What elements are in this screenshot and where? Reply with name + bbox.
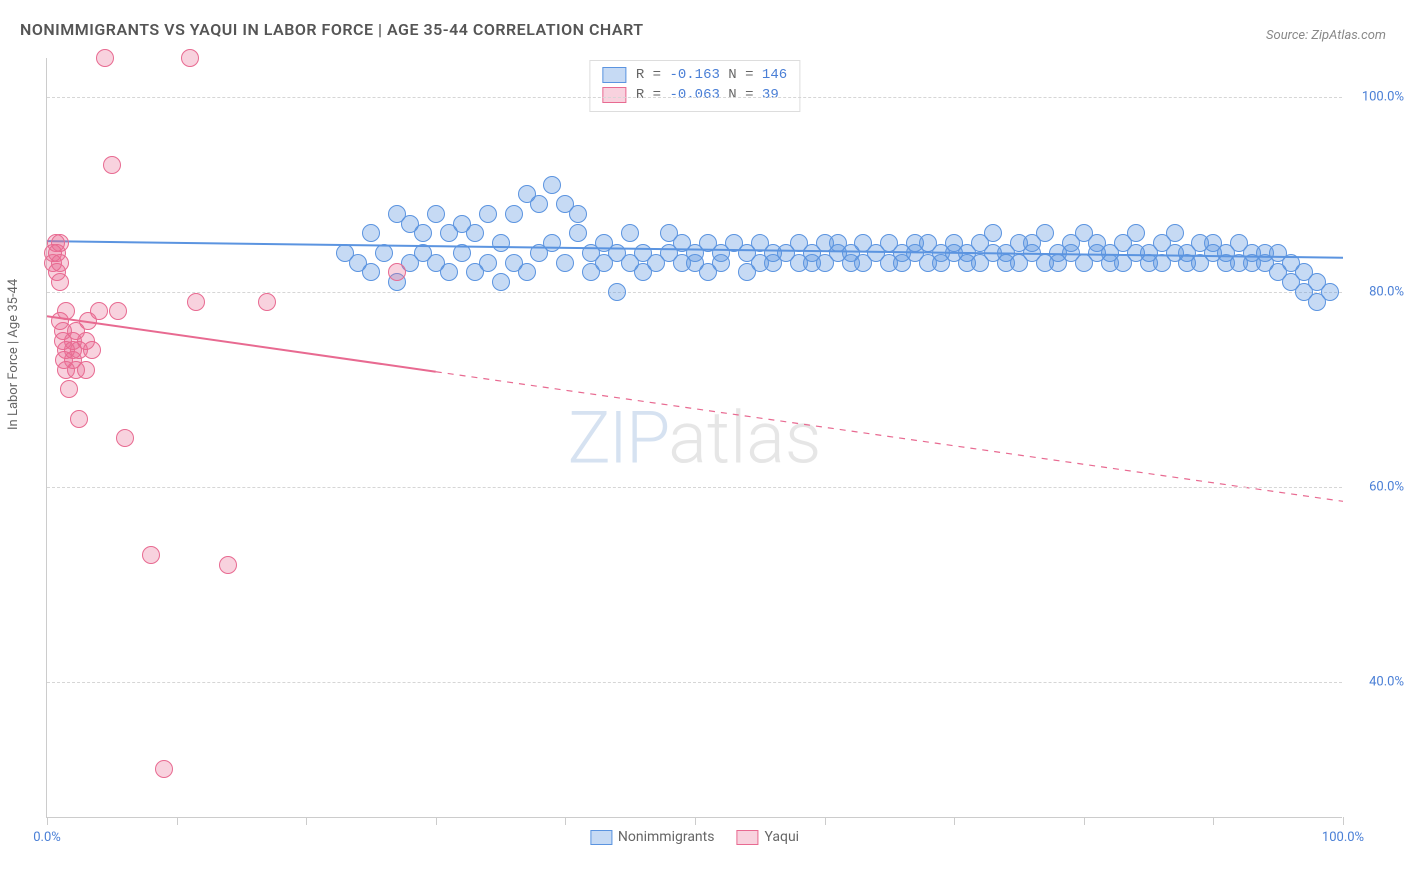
legend-swatch (736, 830, 758, 845)
x-tick (306, 817, 307, 825)
data-point (70, 410, 88, 428)
data-point (440, 263, 458, 281)
data-point (51, 273, 69, 291)
data-point (569, 224, 587, 242)
data-point (1166, 224, 1184, 242)
data-point (388, 263, 406, 281)
data-point (258, 293, 276, 311)
data-point (90, 302, 108, 320)
trend-lines-layer (47, 58, 1342, 817)
data-point (219, 556, 237, 574)
gridline (47, 292, 1342, 293)
gridline (47, 682, 1342, 683)
x-tick-label: 100.0% (1322, 830, 1364, 845)
chart-container: NONIMMIGRANTS VS YAQUI IN LABOR FORCE | … (0, 0, 1406, 892)
legend-row: R = -0.063 N = 39 (602, 85, 787, 105)
legend-swatch (602, 87, 626, 103)
x-tick (695, 817, 696, 825)
x-tick (565, 817, 566, 825)
data-point (453, 244, 471, 262)
gridline (47, 97, 1342, 98)
data-point (569, 205, 587, 223)
data-point (479, 205, 497, 223)
data-point (109, 302, 127, 320)
data-point (77, 361, 95, 379)
legend-swatch (590, 830, 612, 845)
chart-source: Source: ZipAtlas.com (1266, 28, 1386, 43)
x-tick (436, 817, 437, 825)
legend-item: Yaqui (736, 829, 799, 845)
correlation-legend: R = -0.163 N = 146R = -0.063 N = 39 (589, 60, 800, 112)
trend-line-dashed (436, 372, 1343, 502)
data-point (57, 302, 75, 320)
x-tick (1343, 817, 1344, 825)
data-point (492, 234, 510, 252)
data-point (362, 263, 380, 281)
data-point (181, 49, 199, 67)
y-tick-label: 60.0% (1369, 479, 1404, 494)
y-tick-label: 40.0% (1369, 674, 1404, 689)
data-point (530, 195, 548, 213)
data-point (427, 205, 445, 223)
legend-label: Nonimmigrants (618, 829, 715, 845)
legend-stats: R = -0.063 N = 39 (636, 85, 779, 105)
plot-area: ZIPatlas R = -0.163 N = 146R = -0.063 N … (46, 58, 1342, 818)
x-tick (177, 817, 178, 825)
x-tick (1084, 817, 1085, 825)
data-point (103, 156, 121, 174)
data-point (375, 244, 393, 262)
data-point (712, 254, 730, 272)
x-tick (954, 817, 955, 825)
data-point (492, 273, 510, 291)
y-tick-label: 80.0% (1369, 284, 1404, 299)
data-point (155, 760, 173, 778)
data-point (83, 341, 101, 359)
trend-line-solid (47, 316, 436, 372)
data-point (116, 429, 134, 447)
data-point (543, 176, 561, 194)
data-point (60, 380, 78, 398)
legend-item: Nonimmigrants (590, 829, 715, 845)
data-point (1321, 283, 1339, 301)
data-point (142, 546, 160, 564)
data-point (621, 224, 639, 242)
y-axis-label: In Labor Force | Age 35-44 (6, 279, 21, 430)
chart-title: NONIMMIGRANTS VS YAQUI IN LABOR FORCE | … (20, 20, 644, 39)
watermark-zip: ZIP (568, 395, 669, 480)
data-point (96, 49, 114, 67)
legend-label: Yaqui (764, 829, 799, 845)
legend-stats: R = -0.163 N = 146 (636, 65, 787, 85)
y-tick-label: 100.0% (1362, 89, 1404, 104)
data-point (51, 234, 69, 252)
data-point (362, 224, 380, 242)
watermark-atlas: atlas (668, 395, 821, 480)
watermark: ZIPatlas (568, 395, 822, 480)
x-tick (825, 817, 826, 825)
legend-row: R = -0.163 N = 146 (602, 65, 787, 85)
data-point (51, 254, 69, 272)
data-point (479, 254, 497, 272)
data-point (543, 234, 561, 252)
series-legend: Nonimmigrants Yaqui (590, 829, 799, 845)
data-point (984, 224, 1002, 242)
data-point (1127, 224, 1145, 242)
data-point (608, 283, 626, 301)
x-tick (47, 817, 48, 825)
data-point (466, 224, 484, 242)
data-point (187, 293, 205, 311)
x-tick (1213, 817, 1214, 825)
data-point (556, 254, 574, 272)
data-point (414, 224, 432, 242)
data-point (518, 263, 536, 281)
data-point (505, 205, 523, 223)
x-tick-label: 0.0% (33, 830, 61, 845)
legend-swatch (602, 67, 626, 83)
gridline (47, 487, 1342, 488)
data-point (1036, 224, 1054, 242)
